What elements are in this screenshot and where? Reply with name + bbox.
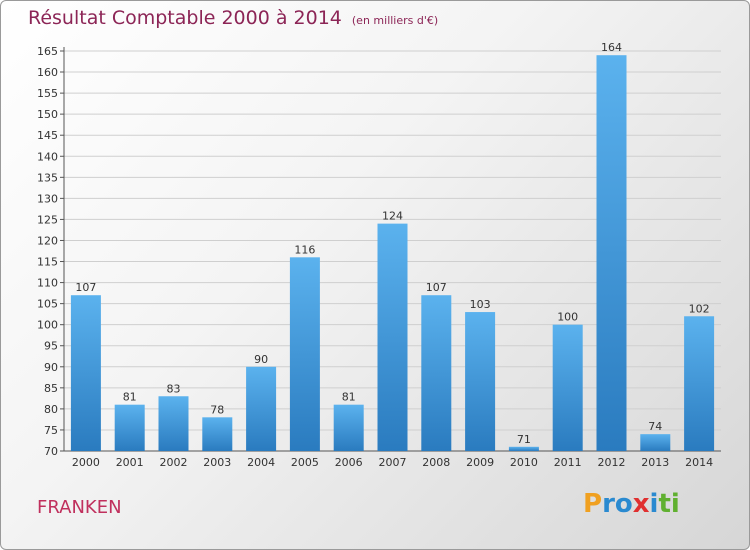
y-tick-label: 120 xyxy=(37,234,58,247)
bar-2005 xyxy=(289,257,320,451)
x-tick-label: 2003 xyxy=(203,456,231,469)
bar-2002 xyxy=(158,396,189,451)
data-label: 71 xyxy=(517,433,531,446)
data-label: 107 xyxy=(75,281,96,294)
chart-title-text: Résultat Comptable 2000 à 2014 xyxy=(28,7,342,29)
x-tick-label: 2000 xyxy=(72,456,100,469)
bar-2006 xyxy=(333,404,364,451)
y-tick-label: 95 xyxy=(44,340,58,353)
y-tick-label: 90 xyxy=(44,361,58,374)
chart-unit: (en milliers d'€) xyxy=(351,14,439,27)
logo-letter: t xyxy=(658,489,671,519)
data-label: 90 xyxy=(254,353,268,366)
proxiti-logo[interactable]: Proxiti xyxy=(583,489,680,519)
chart-title: Résultat Comptable 2000 à 2014 (en millie… xyxy=(28,7,438,29)
y-tick-label: 160 xyxy=(37,66,58,79)
bar-2008 xyxy=(421,295,452,451)
data-label: 81 xyxy=(342,391,356,404)
bar-2010 xyxy=(508,446,539,451)
data-label: 83 xyxy=(167,382,181,395)
bar-2009 xyxy=(465,312,496,451)
data-label: 164 xyxy=(601,41,622,54)
y-tick-label: 155 xyxy=(37,87,58,100)
x-tick-label: 2006 xyxy=(335,456,363,469)
data-label: 102 xyxy=(689,302,710,315)
y-tick-label: 80 xyxy=(44,403,58,416)
y-tick-label: 85 xyxy=(44,382,58,395)
bar-2014 xyxy=(684,316,715,451)
bar-2000 xyxy=(70,295,101,451)
x-tick-label: 2002 xyxy=(160,456,188,469)
bar-2007 xyxy=(377,223,408,451)
data-label: 81 xyxy=(123,391,137,404)
y-tick-label: 125 xyxy=(37,213,58,226)
x-tick-label: 2013 xyxy=(641,456,669,469)
y-tick-label: 75 xyxy=(44,424,58,437)
logo-letter: x xyxy=(632,489,650,519)
x-tick-label: 2007 xyxy=(379,456,407,469)
y-tick-label: 145 xyxy=(37,129,58,142)
y-tick-label: 135 xyxy=(37,171,58,184)
logo-letter: i xyxy=(670,489,680,519)
y-tick-label: 115 xyxy=(37,256,58,269)
x-tick-label: 2001 xyxy=(116,456,144,469)
x-tick-label: 2011 xyxy=(554,456,582,469)
x-tick-label: 2010 xyxy=(510,456,538,469)
logo-letter: r xyxy=(602,489,615,519)
data-label: 124 xyxy=(382,210,403,223)
data-label: 74 xyxy=(648,420,662,433)
x-tick-label: 2004 xyxy=(247,456,275,469)
bar-2004 xyxy=(246,366,277,451)
bar-2001 xyxy=(114,404,145,451)
data-label: 78 xyxy=(210,403,224,416)
y-tick-label: 130 xyxy=(37,192,58,205)
bar-2013 xyxy=(640,434,671,451)
x-tick-label: 2005 xyxy=(291,456,319,469)
x-axis: 2000 2001 2002 2003 2004 2005 2006 2007 2008 2009… xyxy=(72,456,713,469)
data-label: 107 xyxy=(426,281,447,294)
y-tick-label: 150 xyxy=(37,108,58,121)
bar-2003 xyxy=(202,417,233,451)
logo-letter: o xyxy=(614,489,633,519)
data-label: 116 xyxy=(294,243,315,256)
bar-2011 xyxy=(552,324,583,451)
y-tick-label: 105 xyxy=(37,298,58,311)
x-tick-label: 2014 xyxy=(685,456,713,469)
y-tick-label: 140 xyxy=(37,150,58,163)
bar-2012 xyxy=(596,55,627,452)
logo-letter: P xyxy=(583,489,603,519)
data-label: 100 xyxy=(557,311,578,324)
y-tick-label: 110 xyxy=(37,277,58,290)
x-tick-label: 2008 xyxy=(422,456,450,469)
logo-letter: i xyxy=(649,489,659,519)
commune-name: FRANKEN xyxy=(37,497,122,518)
x-tick-label: 2009 xyxy=(466,456,494,469)
y-tick-label: 165 xyxy=(37,45,58,58)
y-tick-label: 70 xyxy=(44,445,58,458)
y-tick-label: 100 xyxy=(37,319,58,332)
bars: 107 81 83 78 90 116 81 124 107 103 71 100 164 74 102 xyxy=(70,41,715,452)
x-tick-label: 2012 xyxy=(598,456,626,469)
data-label: 103 xyxy=(470,298,491,311)
